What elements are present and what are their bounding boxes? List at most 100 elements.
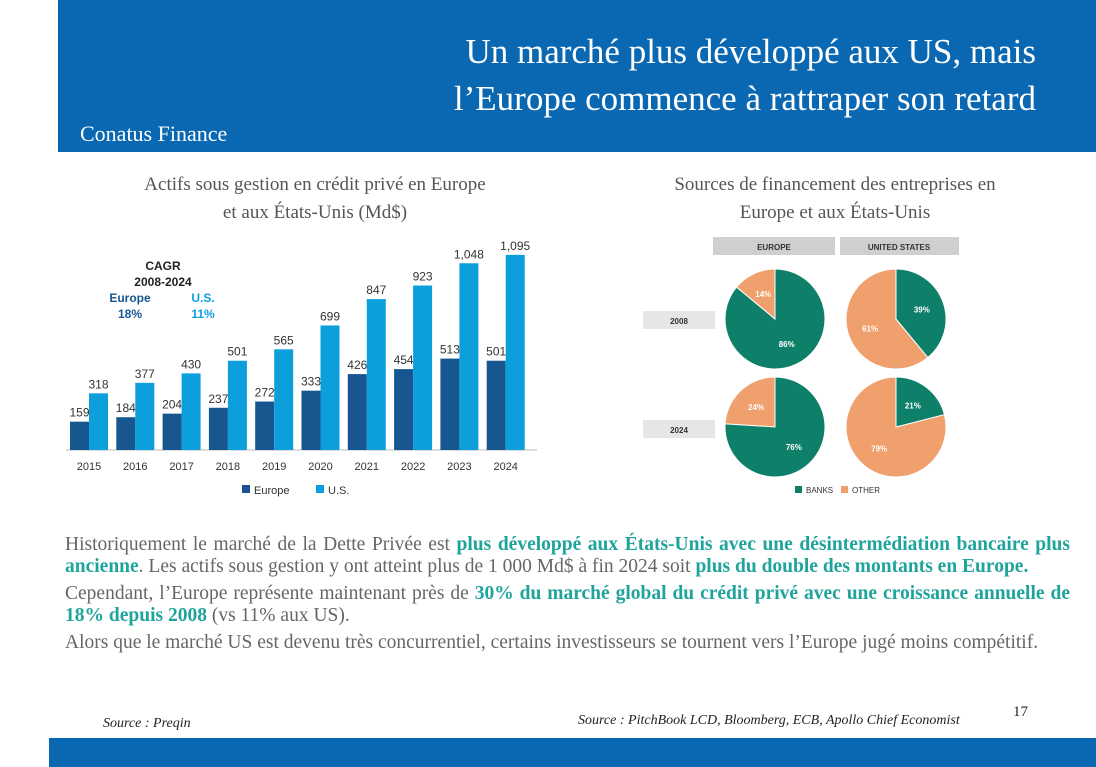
- bar-europe-2016: [116, 417, 136, 450]
- right-chart-title-line-1: Sources de financement des entreprises e…: [674, 174, 996, 195]
- x-tick-label: 2016: [123, 461, 147, 473]
- cagr-us-value: 11%: [191, 307, 215, 321]
- bar-europe-2018: [208, 407, 228, 450]
- bar-value-label: 454: [394, 353, 414, 367]
- legend-banks-label: BANKS: [806, 486, 833, 495]
- row-header-2024: [643, 420, 715, 438]
- left-chart-title: Actifs sous gestion en crédit privé en E…: [60, 171, 570, 227]
- aum-bar-chart: CAGR 2008-2024 Europe 18% U.S. 11% 159 31…: [66, 240, 537, 497]
- cagr-label: CAGR: [145, 259, 181, 273]
- bar-us-2017: [181, 373, 201, 450]
- bar-value-label: 430: [181, 357, 201, 371]
- bar-value-label: 184: [116, 401, 136, 415]
- legend-europe-label: Europe: [254, 485, 289, 497]
- pie-slice-other-2024: [724, 376, 776, 428]
- legend-other-label: OTHER: [852, 486, 880, 495]
- paragraph-3: Alors que le marché US est devenu très c…: [65, 632, 1039, 653]
- row-header-2024-label: 2024: [670, 426, 688, 435]
- source-left: Source : Preqin: [103, 716, 191, 731]
- bar-us-2021: [366, 299, 386, 450]
- pie-slice-other-2024: [845, 376, 947, 478]
- p2-text-b: (vs 11% aux US).: [206, 605, 350, 626]
- source-right: Source : PitchBook LCD, Bloomberg, ECB, …: [578, 713, 960, 728]
- bar-value-label: 1,095: [500, 240, 530, 253]
- x-tick-label: 2022: [401, 461, 425, 473]
- x-tick-label: 2020: [308, 461, 332, 473]
- pie-slice-banks-2008: [724, 268, 826, 370]
- bar-us-2019: [274, 349, 294, 450]
- x-tick-label: 2024: [493, 461, 517, 473]
- pie-slice-other-2008: [845, 268, 929, 370]
- pie-slice-label: 79%: [871, 445, 887, 454]
- body-text: Historiquement le marché de la Dette Pri…: [65, 534, 1070, 659]
- bar-value-label: 1,048: [454, 247, 484, 261]
- pie-slice-label: 24%: [748, 403, 764, 412]
- paragraph-2: Cependant, l’Europe représente maintenan…: [65, 583, 1070, 627]
- footer-banner: [49, 738, 1096, 767]
- bar-europe-2022: [394, 369, 414, 450]
- slide-title: Un marché plus développé aux US, mais l’…: [454, 28, 1036, 122]
- p2-highlight: 30% du marché global du crédit privé ave…: [65, 583, 1070, 626]
- col-header-europe: [713, 237, 835, 255]
- p1-text-a: Historiquement le marché de la Dette Pri…: [65, 534, 457, 555]
- pies-group: 14% 86% 61% 39% 24% 76% 79% 21%: [724, 268, 947, 478]
- bar-us-2016: [135, 382, 155, 450]
- bar-us-2024: [505, 254, 525, 450]
- paragraph-1: Historiquement le marché de la Dette Pri…: [65, 534, 1070, 578]
- bar-value-label: 513: [440, 343, 460, 357]
- left-chart-title-line-2: et aux États-Unis (Md$): [222, 202, 408, 223]
- cagr-europe-value: 18%: [118, 307, 142, 321]
- legend-europe-swatch: [242, 485, 250, 493]
- bar-europe-2024: [486, 360, 506, 450]
- bar-legend: Europe U.S.: [242, 485, 349, 497]
- bar-europe-2020: [301, 390, 321, 450]
- x-tick-label: 2018: [216, 461, 240, 473]
- bar-value-label: 699: [320, 309, 340, 323]
- bar-value-label: 501: [486, 345, 506, 359]
- x-tick-label: 2023: [447, 461, 471, 473]
- pie-slice-label: 61%: [862, 324, 878, 333]
- pie-slice-banks-2024: [724, 376, 826, 478]
- slide-title-line-2: l’Europe commence à rattraper son retard: [453, 79, 1036, 118]
- bar-value-label: 501: [227, 345, 247, 359]
- p1-highlight-a: plus développé aux États-Unis avec une d…: [65, 534, 1070, 577]
- col-header-us-label: UNITED STATES: [868, 243, 931, 252]
- pie-slice-label: 86%: [779, 340, 795, 349]
- row-header-2008-label: 2008: [670, 317, 688, 326]
- col-header-us: [840, 237, 959, 255]
- col-header-europe-label: EUROPE: [757, 243, 791, 252]
- slide-title-line-1: Un marché plus développé aux US, mais: [465, 32, 1036, 71]
- row-header-2008: [643, 311, 715, 329]
- bar-value-label: 333: [301, 375, 321, 389]
- left-chart-title-line-1: Actifs sous gestion en crédit privé en E…: [144, 174, 486, 195]
- funding-pie-charts: EUROPE UNITED STATES 2008 2024 14% 86% 61%…: [643, 237, 959, 495]
- p1-text-b: . Les actifs sous gestion y ont atteint …: [138, 556, 696, 577]
- pie-slice-banks-2008: [895, 268, 947, 359]
- pie-slice-label: 21%: [905, 401, 921, 410]
- cagr-us-label: U.S.: [191, 291, 214, 305]
- pie-slice-label: 76%: [786, 443, 802, 452]
- bar-value-label: 204: [162, 398, 182, 412]
- brand-name: Conatus Finance: [80, 121, 228, 146]
- bar-value-label: 272: [255, 386, 275, 400]
- pie-slice-banks-2024: [895, 376, 946, 428]
- bar-value-label: 237: [208, 392, 228, 406]
- cagr-europe-label: Europe: [109, 291, 151, 305]
- bar-europe-2021: [347, 374, 367, 450]
- bar-europe-2019: [255, 401, 275, 450]
- bar-value-label: 318: [88, 377, 108, 391]
- bar-us-2022: [413, 285, 433, 450]
- legend-banks-swatch: [795, 486, 802, 493]
- pie-slice-label: 39%: [914, 306, 930, 315]
- bar-value-label: 923: [413, 270, 433, 284]
- x-tick-label: 2021: [355, 461, 379, 473]
- x-tick-label: 2019: [262, 461, 286, 473]
- bar-europe-2023: [440, 358, 460, 450]
- bar-us-2015: [89, 393, 108, 450]
- bar-us-2020: [320, 325, 340, 450]
- bar-europe-2017: [162, 413, 182, 450]
- pie-slice-label: 14%: [755, 290, 771, 299]
- bar-value-label: 565: [274, 333, 294, 347]
- right-chart-title-line-2: Europe et aux États-Unis: [739, 202, 931, 223]
- right-chart-title: Sources de financement des entreprises e…: [600, 171, 1070, 227]
